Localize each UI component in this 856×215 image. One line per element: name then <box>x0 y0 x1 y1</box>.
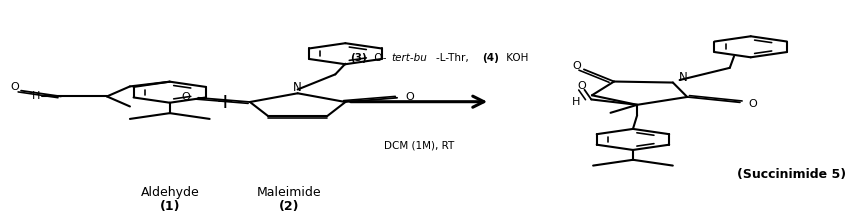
Text: (3): (3) <box>350 52 367 63</box>
Text: O: O <box>181 92 190 102</box>
Text: DCM (1M), RT: DCM (1M), RT <box>383 141 454 151</box>
Text: KOH: KOH <box>503 52 528 63</box>
Text: N: N <box>294 81 302 94</box>
Text: (4): (4) <box>482 52 498 63</box>
Text: N: N <box>679 71 687 84</box>
Text: O-: O- <box>372 52 387 63</box>
Text: O: O <box>572 61 580 71</box>
Text: (Succinimide 5): (Succinimide 5) <box>737 168 846 181</box>
Text: -L-Thr,: -L-Thr, <box>437 52 473 63</box>
Text: O: O <box>406 92 414 102</box>
Text: tert-bu: tert-bu <box>391 52 427 63</box>
Text: O: O <box>578 81 586 91</box>
Text: (1): (1) <box>159 200 180 213</box>
Text: Maleimide: Maleimide <box>257 186 322 199</box>
Text: +: + <box>216 92 235 112</box>
Text: O: O <box>10 82 19 92</box>
Text: Aldehyde: Aldehyde <box>140 186 199 199</box>
Text: (2): (2) <box>279 200 300 213</box>
Text: H: H <box>32 91 40 101</box>
Text: H: H <box>572 97 580 107</box>
Text: O: O <box>749 99 758 109</box>
